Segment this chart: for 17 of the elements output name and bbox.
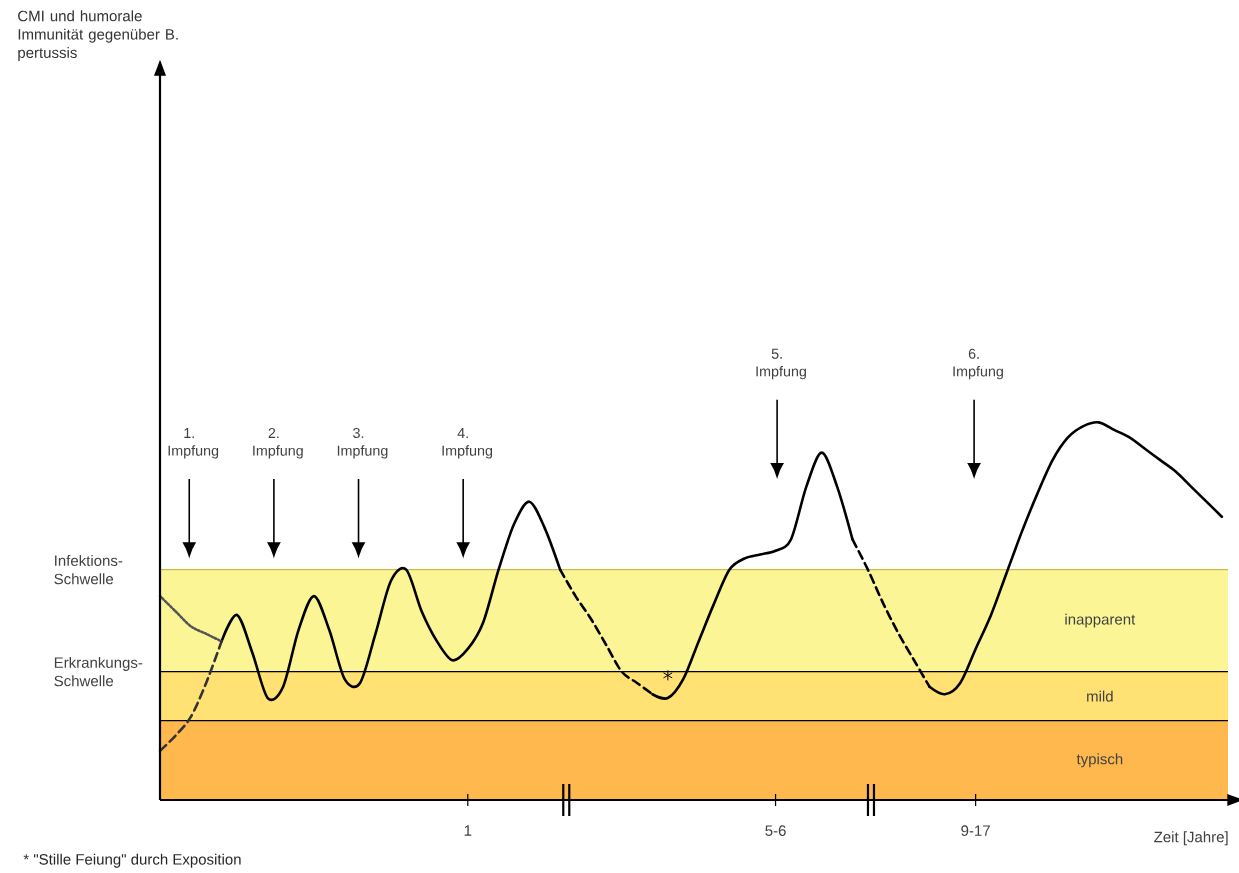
ref-line-label: Erkrankungs-Schwelle (54, 656, 143, 687)
annotation: 2. Impfung (253, 427, 303, 459)
x-axis-title: Zeit [Jahre] (1154, 831, 1228, 846)
band-label: inapparent (1065, 613, 1136, 628)
text: * "Stille Feiung" durch Exposition (23, 853, 241, 868)
band-label: typisch (1076, 753, 1123, 768)
x-tick-label: 5-6 (765, 825, 786, 836)
annotation: 1. Impfung (168, 428, 219, 459)
annotation: 4. Impfung (442, 428, 493, 459)
text: 6. Impfung (953, 348, 1003, 380)
band-label: mild (1087, 690, 1113, 702)
x-tick-label: 9-17 (961, 825, 990, 836)
ref-line-label: Infektions-Schwelle (54, 554, 123, 585)
annotation: 3. Impfung (337, 427, 388, 459)
text: CMI und humorale Immunität gegenüber B. pertussis (18, 10, 178, 61)
x-tick-label: 1 (464, 825, 472, 836)
text: 5. Impfung (756, 348, 806, 380)
